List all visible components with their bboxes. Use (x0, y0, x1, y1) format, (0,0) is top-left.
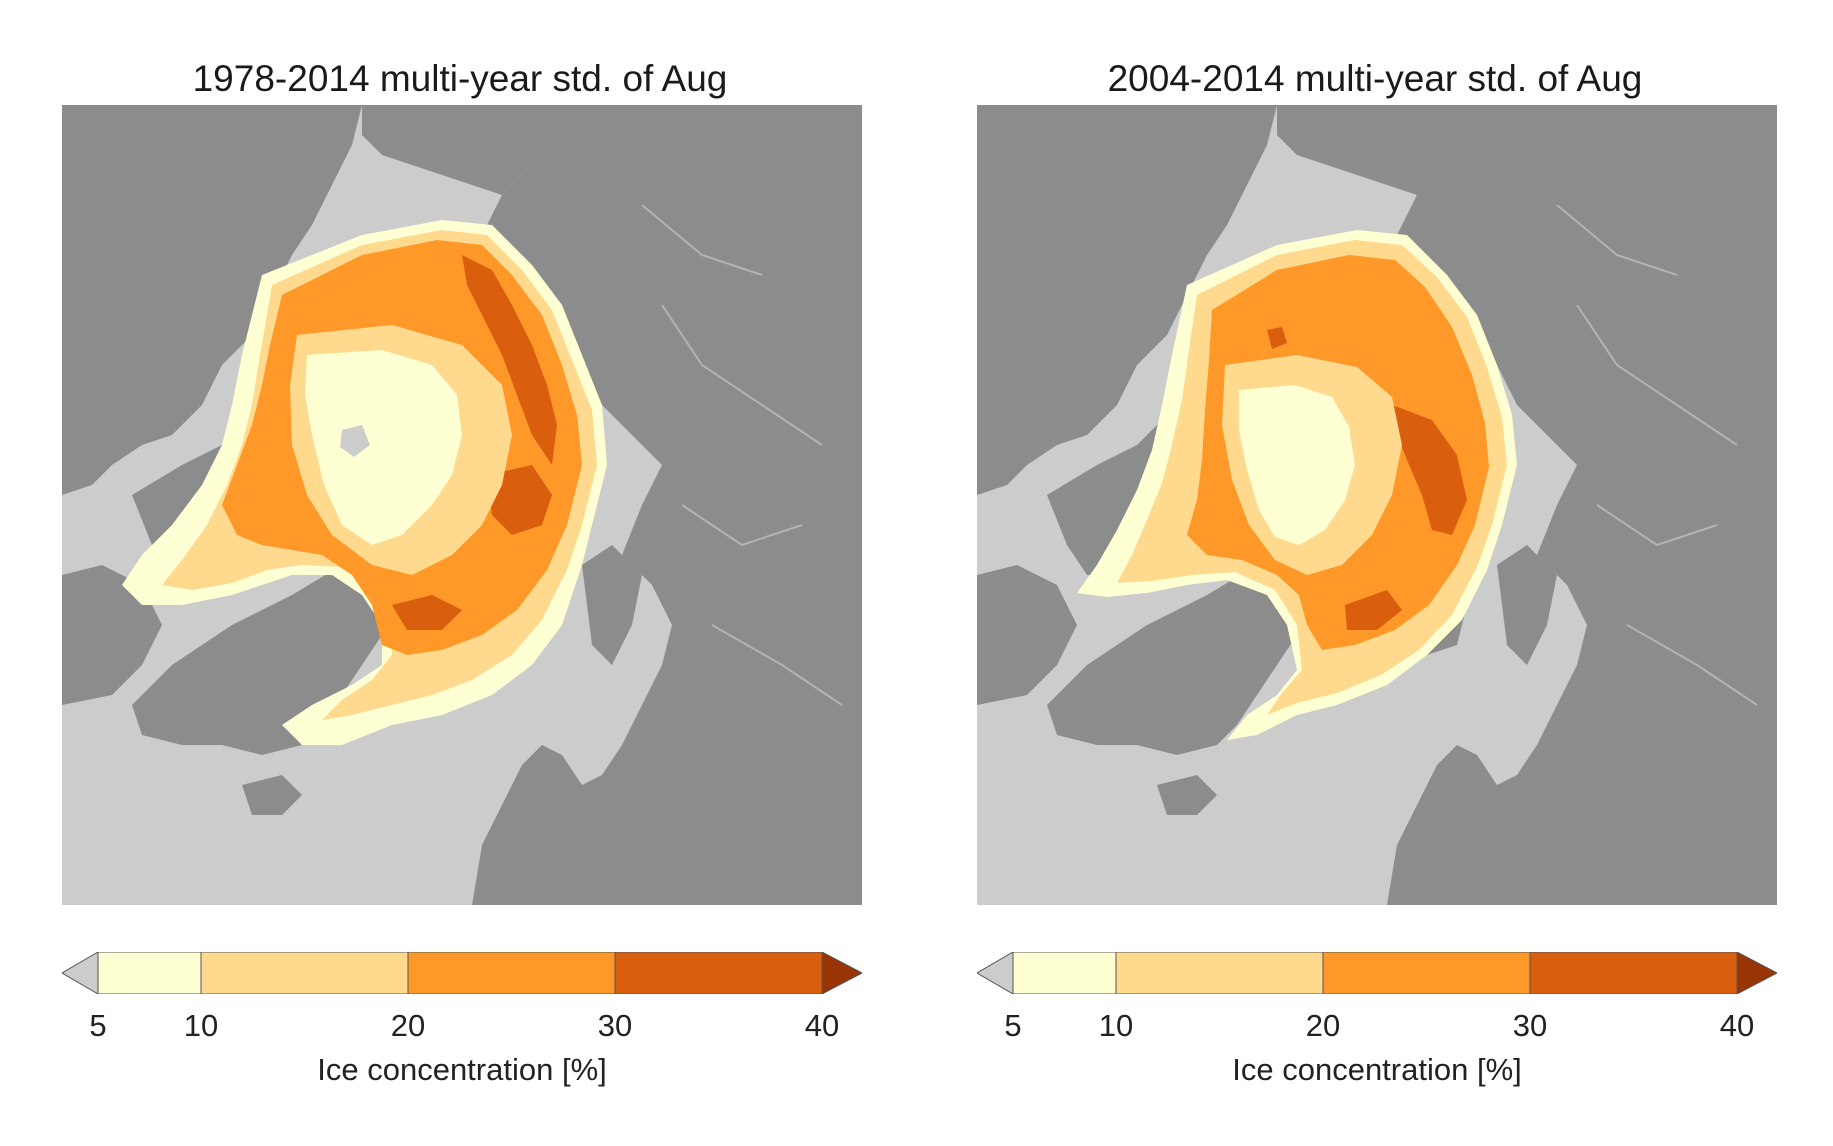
labrador-landmass (977, 565, 1077, 705)
novaya-zemlya-landmass (582, 545, 642, 665)
colorbar-tick-20: 20 (390, 1008, 426, 1043)
iceland-landmass (1157, 775, 1217, 815)
colorbar-svg (62, 952, 862, 994)
colorbar-bin-10-20 (200, 952, 409, 994)
map-title: 2004-2014 multi-year std. of Aug (1107, 58, 1643, 99)
colorbar-tick-20: 20 (1305, 1008, 1341, 1043)
colorbar-bin-20-30 (407, 952, 616, 994)
iceland-landmass (242, 775, 302, 815)
colorbar-under-triangle (977, 952, 1014, 994)
panel-2004-2014: 2004-2014 multi-year std. of Aug (965, 0, 1785, 1146)
colorbar-tick-40: 40 (1719, 1008, 1755, 1043)
colorbar-tick-30: 30 (1512, 1008, 1548, 1043)
ice-std-field (1077, 230, 1517, 740)
eurasia-landmass (1397, 105, 1777, 905)
eurasia-landmass (482, 105, 862, 905)
arctic-map (62, 105, 862, 905)
north-america-landmass (977, 105, 1277, 495)
colorbar-bin-30-40 (1529, 952, 1738, 994)
ice-band-30-40 (1392, 405, 1467, 535)
chukotka-landmass (1277, 105, 1447, 195)
river-lines (641, 204, 843, 706)
scandinavia-landmass (1387, 745, 1577, 905)
colorbar-bin-5-10 (97, 952, 202, 994)
map-title: 1978-2014 multi-year std. of Aug (192, 58, 728, 99)
colorbar-under-triangle (62, 952, 99, 994)
colorbar-bin-10-20 (1115, 952, 1324, 994)
greenland-landmass (1047, 555, 1327, 755)
colorbar-svg (977, 952, 1777, 994)
ice-band-30-40-c (1267, 327, 1287, 349)
colorbar-over-triangle (1736, 952, 1777, 994)
arctic-map (977, 105, 1777, 905)
colorbar-bin-30-40 (614, 952, 823, 994)
ice-band-30-40-b (1345, 590, 1402, 630)
ice-band-30-40-b (487, 465, 552, 535)
map-canvas (977, 105, 1777, 905)
colorbar-tick-40: 40 (804, 1008, 840, 1043)
colorbar-bin-5-10 (1012, 952, 1117, 994)
greenland-landmass (132, 555, 412, 755)
ice-band-30-40 (462, 255, 557, 465)
colorbar-bin-20-30 (1322, 952, 1531, 994)
map-canvas (62, 105, 862, 905)
colorbar-label: Ice concentration [%] (1232, 1052, 1522, 1087)
colorbar-tick-10: 10 (1098, 1008, 1134, 1043)
ice-band-5-10-hole (340, 425, 370, 457)
scandinavia-landmass (472, 745, 662, 905)
river-lines (1556, 204, 1758, 706)
colorbar (62, 952, 862, 994)
colorbar-tick-5: 5 (89, 1008, 107, 1043)
panel-1978-2014: 1978-2014 multi-year std. of Aug (50, 0, 870, 1146)
novaya-zemlya-landmass (1497, 545, 1557, 665)
colorbar-tick-30: 30 (597, 1008, 633, 1043)
colorbar-label: Ice concentration [%] (317, 1052, 607, 1087)
north-america-landmass (62, 105, 362, 495)
colorbar-over-triangle (821, 952, 862, 994)
ice-std-field (122, 220, 607, 745)
ice-band-30-40-c (392, 595, 462, 630)
ice-band-5-10-core (305, 350, 462, 545)
colorbar-tick-10: 10 (183, 1008, 219, 1043)
colorbar (977, 952, 1777, 994)
ice-band-5-10-core (1239, 385, 1355, 545)
chukotka-landmass (362, 105, 532, 195)
colorbar-tick-5: 5 (1004, 1008, 1022, 1043)
